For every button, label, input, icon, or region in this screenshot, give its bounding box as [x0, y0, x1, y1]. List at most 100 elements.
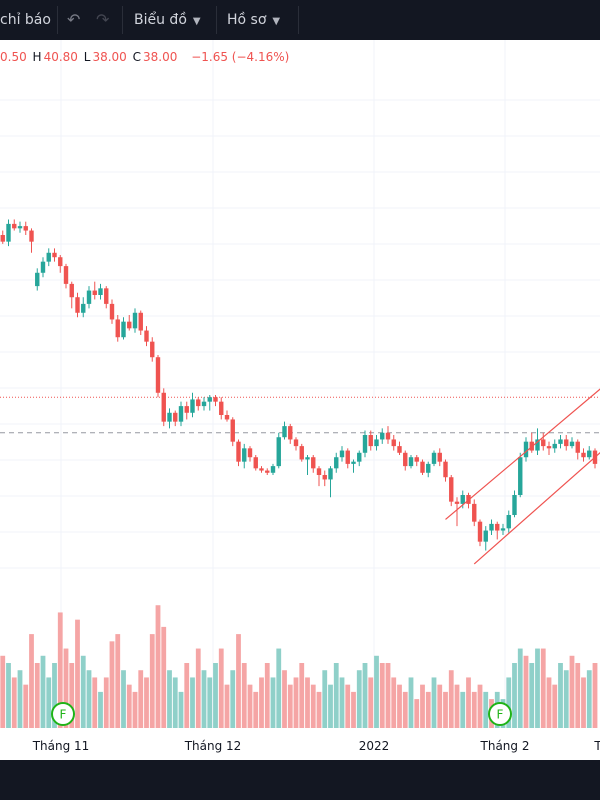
volume-bar — [305, 677, 310, 728]
candle-body — [115, 319, 120, 338]
candle-body — [58, 257, 63, 267]
candle-body — [569, 441, 575, 447]
candle-body — [132, 312, 138, 329]
candle-body — [35, 272, 40, 287]
volume-bar — [184, 663, 190, 728]
volume-bar — [460, 691, 466, 728]
volume-bar — [558, 663, 563, 728]
candle-body — [535, 439, 540, 451]
candle-body — [374, 439, 379, 447]
candle-body — [408, 457, 414, 467]
volume-bar — [581, 677, 586, 728]
volume-bar — [425, 691, 431, 728]
volume-bar — [213, 663, 218, 728]
volume-bar — [80, 655, 86, 728]
volume-bar — [575, 663, 581, 728]
candle-body — [236, 441, 241, 462]
volume-bar — [569, 655, 575, 728]
candle-body — [293, 439, 299, 447]
candle-body — [201, 401, 207, 407]
candle-body — [385, 432, 391, 440]
volume-bar — [236, 634, 241, 728]
volume-bar — [207, 677, 213, 728]
chevron-down-icon: ▼ — [192, 16, 201, 27]
candle-body — [339, 450, 345, 458]
candle-body — [196, 399, 201, 407]
candle-body — [270, 466, 276, 473]
chart-area[interactable]: F F Tháng 11 Tháng 12 2022 Tháng 2 T 0.50 H 40.… — [0, 40, 600, 760]
candle-body — [362, 435, 368, 453]
redo-icon[interactable]: ↷ — [96, 10, 110, 29]
candle-body — [178, 406, 184, 422]
candle-body — [380, 432, 385, 440]
chart-type-button[interactable]: Biểu đồ ▼ — [134, 0, 201, 40]
candle-body — [443, 461, 448, 478]
volume-bar — [512, 663, 517, 728]
volume-bar — [408, 677, 414, 728]
volume-bar — [391, 677, 397, 728]
candle-body — [558, 439, 563, 444]
candle-body — [581, 452, 586, 458]
volume-bar — [397, 684, 402, 728]
candle-body — [357, 452, 362, 462]
volume-bar — [437, 684, 443, 728]
candle-body — [173, 412, 178, 422]
candle-body — [541, 439, 546, 447]
volume-bar — [385, 663, 391, 728]
candle-body — [351, 461, 356, 464]
candle-body — [167, 412, 172, 422]
ohlc-high-key: H — [32, 50, 42, 64]
candle-body — [587, 450, 592, 458]
candle-body — [104, 288, 109, 304]
volume-bar — [402, 691, 408, 728]
volume-bar — [6, 663, 11, 728]
volume-bar — [69, 663, 75, 728]
candle-body — [391, 439, 396, 447]
candle-body — [52, 252, 57, 258]
price-chart[interactable]: F F Tháng 11 Tháng 12 2022 Tháng 2 T — [0, 40, 600, 760]
volume-bar — [109, 641, 115, 728]
candle-body — [40, 261, 46, 273]
volume-bar — [52, 663, 57, 728]
candle-body — [454, 501, 460, 504]
volume-bar — [535, 648, 540, 728]
candle-body — [155, 357, 161, 393]
volume-bar — [63, 648, 69, 728]
volume-bar — [351, 691, 356, 728]
candle-body — [506, 515, 511, 529]
volume-bar — [92, 677, 98, 728]
volume-bar — [218, 648, 224, 728]
volume-bar — [362, 663, 368, 728]
undo-icon[interactable]: ↶ — [67, 10, 81, 29]
volume-bar — [23, 684, 29, 728]
candle-body — [414, 457, 419, 462]
profile-button[interactable]: Hồ sơ ▼ — [227, 0, 280, 40]
volume-bar — [448, 670, 454, 728]
candle-body — [242, 448, 247, 462]
candle-body — [489, 523, 494, 531]
indicators-label: chỉ báo — [0, 12, 51, 28]
candle-body — [17, 226, 23, 229]
volume-bar — [190, 677, 195, 728]
indicators-button[interactable]: chỉ báo — [0, 0, 51, 40]
candle-body — [311, 457, 316, 469]
candle-body — [449, 477, 454, 502]
volume-bar — [356, 670, 362, 728]
candle-body — [397, 446, 402, 453]
x-axis-tick-label: T — [593, 739, 600, 753]
candle-body — [322, 475, 327, 480]
volume-bar — [46, 677, 52, 728]
volume-bar — [29, 634, 34, 728]
candle-body — [92, 290, 97, 295]
candle-body — [247, 448, 253, 458]
volume-bar — [466, 677, 471, 728]
ohlc-close-key: C — [132, 50, 142, 64]
event-marker-label: F — [497, 708, 504, 722]
candle-body — [184, 406, 189, 413]
candle-body — [109, 303, 115, 320]
volume-bar — [11, 677, 17, 728]
volume-bar — [155, 605, 161, 728]
candle-body — [0, 235, 5, 242]
volume-bar — [172, 677, 178, 728]
candle-body — [512, 495, 517, 515]
